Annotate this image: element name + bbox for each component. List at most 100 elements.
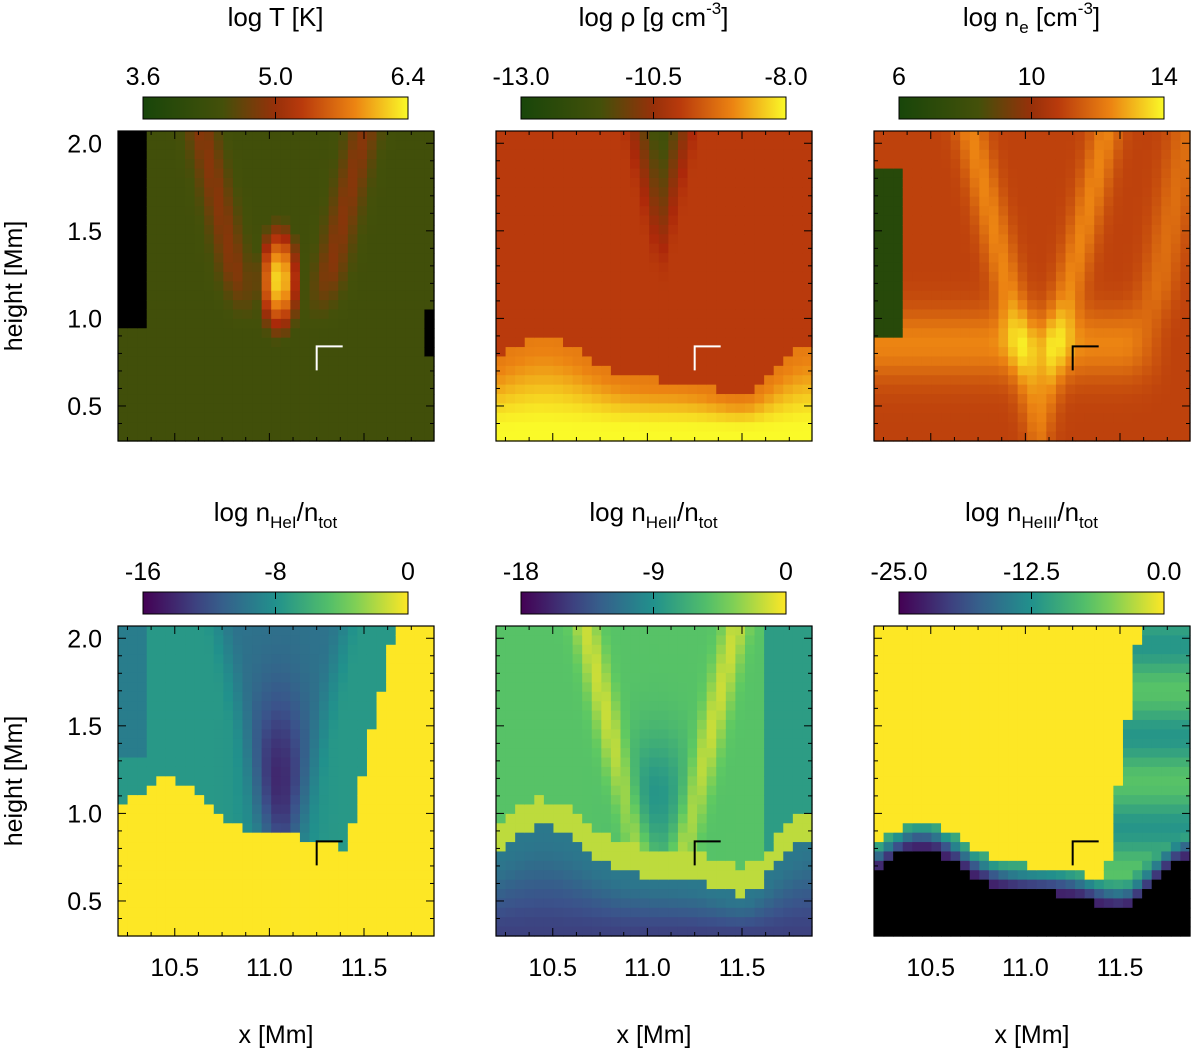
heatmap-cell (290, 206, 301, 217)
heatmap-cell (1180, 206, 1191, 217)
heatmap-cell (232, 898, 244, 909)
heatmap-cell (414, 234, 426, 245)
heatmap-cell (1094, 243, 1105, 254)
heatmap-cell (668, 253, 679, 264)
heatmap-cell (146, 626, 157, 636)
heatmap-cell (175, 347, 186, 358)
heatmap-cell (620, 262, 631, 273)
heatmap-cell (223, 635, 234, 646)
heatmap-cell (366, 823, 378, 834)
heatmap-cell (582, 832, 593, 843)
heatmap-cell (194, 318, 205, 329)
heatmap-cell (668, 356, 679, 367)
heatmap-cell (563, 365, 574, 376)
heatmap-cell (941, 309, 952, 320)
heatmap-cell (185, 356, 196, 367)
heatmap-cell (156, 804, 167, 815)
heatmap-cell (1027, 412, 1038, 423)
heatmap-cell (792, 243, 804, 254)
heatmap-cell (338, 234, 349, 245)
heatmap-cell (572, 318, 583, 329)
heatmap-cell (386, 159, 397, 170)
heatmap-cell (1075, 365, 1086, 376)
heatmap-cell (347, 898, 358, 909)
y-tick-label: 0.5 (67, 393, 102, 421)
heatmap-cell (338, 832, 349, 843)
heatmap-cell (941, 206, 952, 217)
heatmap-cell (706, 412, 717, 423)
heatmap-cell (893, 384, 904, 395)
heatmap-cell (969, 300, 980, 311)
heatmap-cell (165, 757, 177, 768)
heatmap-cell (338, 757, 349, 768)
heatmap-cell (213, 309, 224, 320)
heatmap-cell (639, 262, 650, 273)
heatmap-cell (582, 776, 593, 787)
heatmap-cell (338, 159, 349, 170)
heatmap-cell (921, 318, 933, 329)
heatmap-cell (658, 347, 669, 358)
heatmap-cell (137, 860, 148, 871)
heatmap-cell (668, 309, 679, 320)
heatmap-cell (299, 394, 311, 405)
heatmap-cell (515, 813, 526, 824)
heatmap-cell (543, 309, 555, 320)
heatmap-cell (223, 253, 234, 264)
heatmap-cell (261, 243, 272, 254)
heatmap-cell (716, 356, 727, 367)
heatmap-cell (185, 215, 196, 226)
heatmap-cell (146, 672, 157, 683)
heatmap-cell (127, 290, 138, 301)
heatmap-cell (338, 644, 349, 655)
heatmap-cell (543, 907, 555, 918)
heatmap-cell (524, 281, 535, 292)
heatmap-cell (204, 907, 215, 918)
heatmap-cell (185, 907, 196, 918)
heatmap-cell (395, 860, 406, 871)
heatmap-cell (1103, 177, 1114, 188)
heatmap-cell (232, 644, 244, 655)
heatmap-cell (347, 431, 358, 442)
heatmap-cell (309, 766, 320, 777)
heatmap-cell (572, 832, 583, 843)
heatmap-cell (299, 253, 311, 264)
heatmap-cell (998, 224, 1009, 235)
heatmap-cell (744, 318, 756, 329)
heatmap-cell (156, 776, 167, 787)
heatmap-cell (223, 710, 234, 721)
heatmap-cell (165, 196, 177, 207)
heatmap-cell (223, 644, 234, 655)
heatmap-cell (591, 206, 602, 217)
heatmap-cell (1036, 300, 1047, 311)
heatmap-cell (1027, 431, 1038, 442)
heatmap-cell (1046, 215, 1057, 226)
heatmap-cell (969, 394, 980, 405)
heatmap-cell (735, 149, 746, 160)
heatmap-cell (319, 422, 330, 433)
heatmap-cell (405, 375, 416, 386)
heatmap-cell (563, 262, 574, 273)
heatmap-cell (902, 403, 913, 414)
heatmap-cell (893, 318, 904, 329)
heatmap-cell (668, 131, 679, 141)
marker-corner (1071, 345, 1099, 371)
heatmap-cell (553, 337, 564, 348)
heatmap-cell (213, 907, 224, 918)
heatmap-cell (553, 766, 564, 777)
heatmap-cell (960, 206, 971, 217)
heatmap-cell (979, 271, 990, 282)
heatmap-cell (395, 663, 406, 674)
heatmap-cell (496, 682, 507, 693)
heatmap-cell (496, 215, 507, 226)
heatmap-cell (261, 907, 272, 918)
heatmap-cell (744, 422, 756, 433)
heatmap-cell (271, 215, 282, 226)
heatmap-cell (1180, 168, 1191, 179)
heatmap-cell (931, 300, 942, 311)
heatmap-cell (328, 644, 339, 655)
heatmap-cell (649, 159, 660, 170)
heatmap-cell (424, 804, 435, 815)
heatmap-cell (677, 328, 689, 339)
heatmap-cell (1027, 262, 1038, 273)
heatmap-cell (165, 644, 177, 655)
